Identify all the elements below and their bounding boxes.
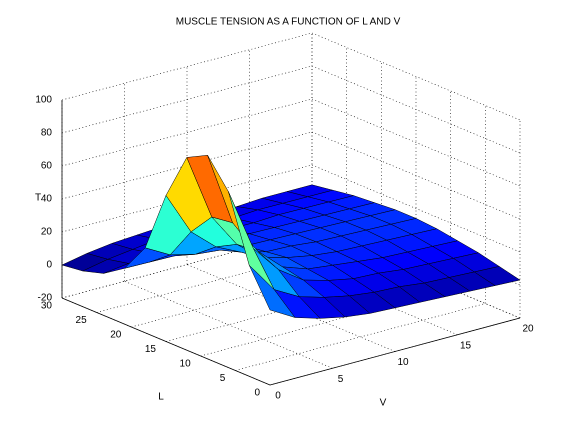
y-axis bbox=[61, 297, 271, 386]
x-tick-label: 0 bbox=[275, 391, 281, 402]
y-tick-label: 5 bbox=[220, 373, 226, 384]
x-axis bbox=[269, 317, 521, 386]
y-tick-label: 10 bbox=[180, 359, 192, 370]
y-tick-label: 25 bbox=[76, 315, 88, 326]
z-tick-label: 100 bbox=[35, 95, 52, 106]
grid-line bbox=[311, 32, 521, 121]
z-tick-label: 80 bbox=[41, 128, 53, 139]
grid-line bbox=[311, 98, 521, 187]
y-tick-label: 20 bbox=[110, 330, 122, 341]
y-axis-label: L bbox=[158, 392, 164, 403]
y-tick-label: 15 bbox=[145, 344, 157, 355]
grid-line bbox=[311, 131, 521, 220]
z-tick-label: 40 bbox=[41, 194, 53, 205]
z-tick-label: 60 bbox=[41, 161, 53, 172]
z-axis-label: T bbox=[35, 193, 41, 204]
grid-line bbox=[311, 65, 521, 154]
grid-line bbox=[124, 280, 333, 369]
x-tick-label: 20 bbox=[522, 324, 534, 335]
surface-face bbox=[248, 265, 296, 318]
y-tick-label: 30 bbox=[41, 301, 53, 312]
chart-title: MUSCLE TENSION AS A FUNCTION OF L AND V bbox=[176, 17, 401, 28]
z-tick-label: 0 bbox=[46, 260, 52, 271]
x-tick-label: 10 bbox=[397, 357, 409, 368]
grid-line bbox=[311, 164, 521, 253]
z-tick-label: 20 bbox=[41, 227, 53, 238]
y-tick-label: 0 bbox=[254, 388, 260, 399]
x-axis-label: V bbox=[380, 398, 387, 409]
z-tick-label: -20 bbox=[38, 293, 53, 304]
x-tick-label: 5 bbox=[338, 374, 344, 385]
x-tick-label: 15 bbox=[460, 340, 472, 351]
